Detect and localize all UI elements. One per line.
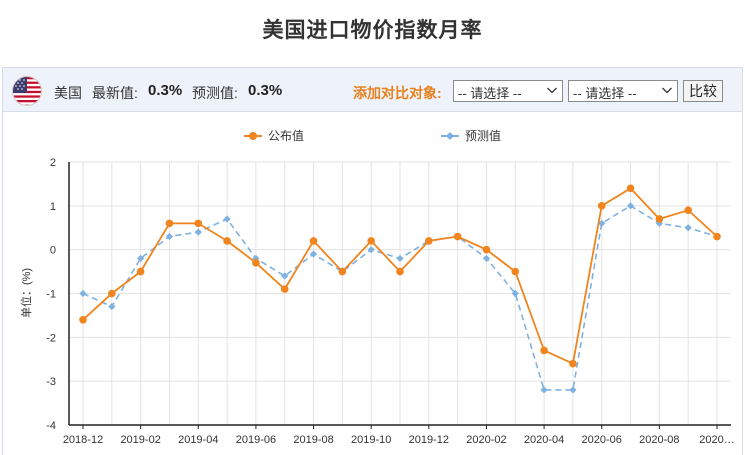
x-tick-label: 2019-10 — [351, 434, 391, 446]
x-tick-label: 2020-04 — [524, 434, 564, 446]
data-point-forecast — [252, 254, 260, 263]
legend-label-published: 公布值 — [268, 128, 304, 143]
data-point-published — [309, 237, 318, 245]
y-tick-label: 0 — [50, 245, 56, 257]
data-point-forecast — [223, 215, 231, 223]
y-tick-label: -1 — [46, 289, 56, 301]
legend-marker-forecast — [446, 132, 454, 140]
data-point-published — [79, 316, 87, 324]
data-point-published — [165, 219, 174, 228]
x-tick-label: 2018-12 — [63, 434, 103, 446]
y-tick-label: 1 — [50, 201, 56, 213]
data-point-published — [540, 346, 548, 355]
data-point-forecast — [598, 219, 606, 227]
y-tick-label: -3 — [46, 376, 56, 388]
data-point-forecast — [540, 386, 548, 394]
data-point-published — [223, 237, 231, 245]
data-point-published — [453, 232, 462, 241]
us-flag-icon — [12, 76, 42, 106]
x-tick-label: 2020-06 — [582, 434, 622, 446]
y-axis-label: 单位：(%) — [19, 268, 33, 318]
compare-select-1[interactable]: -- 请选择 -- — [453, 80, 563, 102]
x-tick-label: 2020… — [699, 434, 734, 446]
data-point-forecast — [79, 289, 87, 298]
data-point-forecast — [684, 224, 692, 232]
data-point-forecast — [626, 202, 635, 210]
data-point-published — [194, 219, 203, 228]
y-tick-label: 2 — [50, 157, 56, 169]
x-tick-label: 2020-02 — [466, 434, 506, 446]
y-tick-label: -4 — [46, 420, 56, 432]
data-point-published — [684, 206, 692, 215]
forecast-value: 0.3% — [248, 82, 283, 99]
data-point-published — [569, 359, 577, 368]
compare-select-2[interactable]: -- 请选择 -- — [568, 80, 678, 102]
x-tick-label: 2019-02 — [120, 434, 160, 446]
data-point-published — [713, 232, 721, 241]
latest-value: 0.3% — [148, 82, 183, 99]
y-tick-label: -2 — [46, 332, 56, 344]
data-point-forecast — [281, 272, 289, 280]
data-point-published — [425, 237, 433, 245]
legend-label-forecast: 预测值 — [465, 128, 501, 143]
compare-select-2-value: -- 请选择 -- — [573, 86, 637, 101]
data-point-forecast — [108, 303, 116, 311]
data-point-published — [482, 245, 491, 254]
data-point-published — [597, 202, 606, 210]
x-tick-label: 2019-08 — [293, 434, 333, 446]
data-point-forecast — [137, 254, 145, 263]
toolbar: 美国 最新值: 0.3% 预测值: 0.3% 添加对比对象: -- 请选择 --… — [3, 68, 742, 112]
country-name: 美国 — [54, 85, 82, 101]
data-point-forecast — [309, 250, 318, 258]
legend-marker-published — [249, 132, 257, 140]
data-point-published — [626, 184, 635, 193]
data-point-published — [367, 237, 375, 245]
x-tick-label: 2019-06 — [236, 434, 276, 446]
latest-label: 最新值: — [92, 85, 138, 101]
data-point-forecast — [482, 254, 491, 263]
data-point-forecast — [511, 289, 519, 298]
compare-label: 添加对比对象: — [353, 85, 442, 101]
x-tick-label: 2019-12 — [409, 434, 449, 446]
data-point-forecast — [367, 246, 375, 254]
data-point-published — [136, 267, 145, 276]
data-point-forecast — [194, 228, 202, 236]
chart-panel: 美国 最新值: 0.3% 预测值: 0.3% 添加对比对象: -- 请选择 --… — [2, 67, 743, 455]
chevron-down-icon — [547, 87, 557, 94]
data-point-published — [280, 285, 289, 293]
compare-select-1-value: -- 请选择 -- — [458, 86, 522, 101]
data-point-published — [511, 267, 520, 276]
x-tick-label: 2019-04 — [178, 434, 218, 446]
data-point-forecast — [165, 232, 174, 241]
data-point-published — [108, 289, 116, 298]
data-point-published — [396, 267, 404, 276]
forecast-label: 预测值: — [192, 85, 238, 101]
data-point-published — [655, 215, 664, 223]
compare-button[interactable]: 比较 — [683, 80, 723, 102]
data-point-published — [338, 267, 347, 276]
data-point-published — [252, 259, 260, 267]
chevron-down-icon — [662, 87, 672, 94]
x-tick-label: 2020-08 — [639, 434, 679, 446]
data-point-forecast — [396, 254, 404, 263]
data-point-forecast — [569, 386, 577, 394]
page-title: 美国进口物价指数月率 — [262, 19, 483, 42]
